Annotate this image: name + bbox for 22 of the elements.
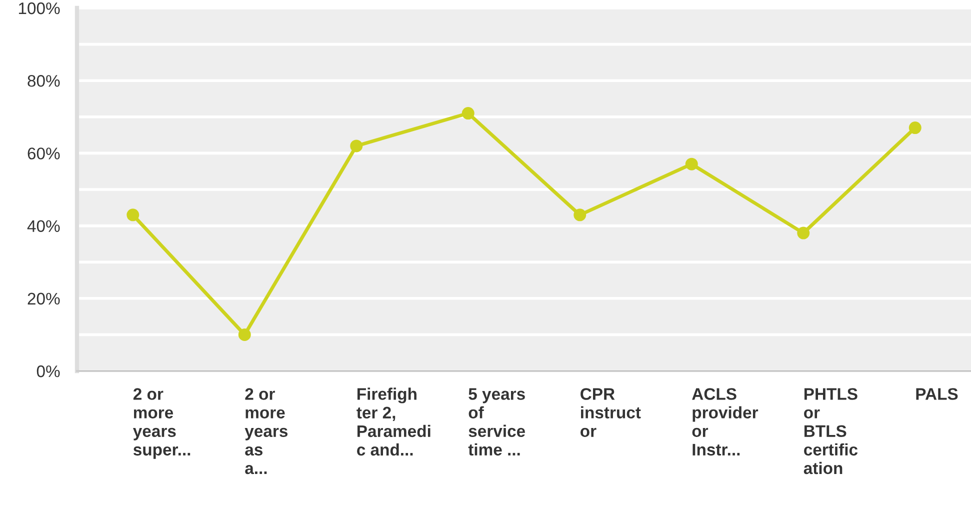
y-tick-label: 80% [28, 75, 60, 87]
y-tick-label: 40% [27, 220, 60, 232]
x-tick-label: ACLS provider or Instr... [692, 388, 758, 456]
x-tick-label: PHTLS or BTLS certific ation [804, 388, 858, 474]
point [797, 226, 810, 240]
x-tick-label: 2 or more years as a... [244, 388, 288, 474]
point [238, 328, 251, 341]
point [350, 140, 363, 152]
x-tick-label: Firefigh ter 2, Paramedi c and... [356, 388, 430, 456]
point [462, 107, 474, 120]
x-tick-label: PALS [916, 388, 958, 400]
y-tick-label: 100% [18, 2, 60, 14]
y-tick-label: 60% [28, 148, 60, 160]
y-tick-label: 20% [28, 292, 60, 305]
x-tick-label: 2 or more years super... [133, 388, 190, 459]
point [908, 122, 922, 134]
point [685, 158, 698, 170]
point [574, 208, 586, 222]
point [126, 208, 140, 222]
x-tick-label: CPR instruct or [580, 388, 641, 438]
y-tick-label: 0% [36, 365, 60, 378]
x-tick-label: 5 years of service time ... [468, 388, 526, 456]
